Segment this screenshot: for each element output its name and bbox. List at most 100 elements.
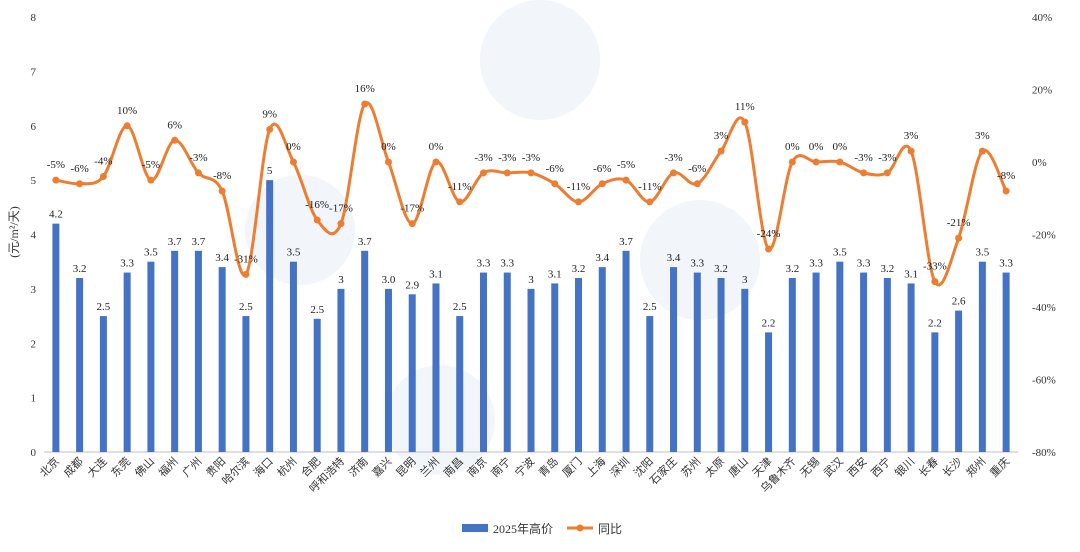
bar xyxy=(812,272,820,452)
line-point xyxy=(693,180,701,188)
bar-data-label: 3.2 xyxy=(785,263,799,275)
bar-data-label: 3.5 xyxy=(144,247,158,259)
bar xyxy=(883,278,891,452)
bar-data-label: 5 xyxy=(267,165,273,177)
bar xyxy=(99,316,107,452)
bar xyxy=(313,318,321,452)
line-data-label: 3% xyxy=(714,130,729,142)
category-label: 长沙 xyxy=(940,455,965,480)
line-data-label: 3% xyxy=(904,130,919,142)
right-tick-label: -20% xyxy=(1032,230,1056,242)
line-data-label: -6% xyxy=(688,163,706,175)
bar-data-label: 2.6 xyxy=(952,296,966,308)
category-label: 太原 xyxy=(702,455,727,480)
bar xyxy=(955,310,963,452)
bar-series xyxy=(52,180,1010,452)
category-label: 嘉兴 xyxy=(369,454,394,479)
category-label: 海口 xyxy=(250,454,275,479)
bar-data-label: 3.5 xyxy=(287,247,301,259)
category-label: 银川 xyxy=(892,454,917,479)
bar-data-label: 3.7 xyxy=(619,236,633,248)
line-data-label: -33% xyxy=(923,261,947,273)
category-label: 石家庄 xyxy=(646,454,679,487)
bar xyxy=(194,250,202,452)
line-point xyxy=(361,100,369,108)
bar xyxy=(1002,272,1010,452)
left-tick-label: 0 xyxy=(31,447,37,459)
line-point xyxy=(765,245,773,253)
bar xyxy=(123,272,131,452)
legend: 2025年高价 同比 xyxy=(462,521,622,536)
y-axis-title: (元/m²/天) xyxy=(7,206,21,258)
bar-data-label: 3.3 xyxy=(809,258,823,270)
right-tick-label: -80% xyxy=(1032,447,1056,459)
line-data-label: -6% xyxy=(70,163,88,175)
bar-data-label: 3.1 xyxy=(429,268,443,280)
bar-data-label: 3.1 xyxy=(904,268,918,280)
line-point xyxy=(76,180,84,188)
bar xyxy=(527,288,535,452)
bar-data-label: 2.2 xyxy=(928,317,942,329)
line-point xyxy=(646,198,654,206)
line-point xyxy=(978,147,986,155)
line-point xyxy=(123,122,131,130)
bar-data-label: 2.5 xyxy=(453,301,467,313)
bar-data-label: 3.3 xyxy=(690,258,704,270)
line-point xyxy=(717,147,725,155)
line-point xyxy=(955,234,963,242)
category-label: 深圳 xyxy=(607,455,632,480)
line-data-label: -8% xyxy=(997,170,1015,182)
bar-data-label: 4.2 xyxy=(49,209,63,221)
line-point xyxy=(836,158,844,166)
line-point xyxy=(931,278,939,286)
bar-data-label: 3.4 xyxy=(595,252,609,264)
bar-data-labels: 4.2 3.2 2.5 3.3 3.5 3.7 3.7 3.4 2.5 5 3.5 2.5 3 3.7 3.… xyxy=(49,165,1013,329)
bar xyxy=(788,278,796,452)
category-label: 重庆 xyxy=(987,454,1012,479)
legend-line-label: 同比 xyxy=(598,522,622,536)
line-data-label: 0% xyxy=(286,141,301,153)
category-label: 武汉 xyxy=(821,455,846,480)
bar-data-label: 2.2 xyxy=(762,317,776,329)
category-label: 北京 xyxy=(37,454,62,479)
category-label: 厦门 xyxy=(559,454,584,479)
bar-data-label: 3 xyxy=(528,274,534,286)
bar-data-label: 3.2 xyxy=(73,263,87,275)
right-tick-label: -40% xyxy=(1032,302,1056,314)
line-point xyxy=(812,158,820,166)
line-data-label: -5% xyxy=(47,159,65,171)
right-tick-label: 40% xyxy=(1032,12,1052,24)
line-point xyxy=(622,176,630,184)
bar xyxy=(836,261,844,452)
line-data-label: -3% xyxy=(522,152,540,164)
category-label: 宁波 xyxy=(512,454,537,479)
line-data-label: 0% xyxy=(785,141,800,153)
line-data-label: -6% xyxy=(546,163,564,175)
line-data-label: 0% xyxy=(832,141,847,153)
line-data-label: 0% xyxy=(809,141,824,153)
line-point xyxy=(1002,187,1010,195)
bar-data-label: 3.3 xyxy=(857,258,871,270)
category-label: 青岛 xyxy=(535,454,560,479)
bar-data-label: 3.7 xyxy=(168,236,182,248)
line-data-label: -3% xyxy=(854,152,872,164)
bar xyxy=(432,283,440,452)
bar-data-label: 2.5 xyxy=(239,301,253,313)
line-point xyxy=(788,158,796,166)
bar-data-label: 3.5 xyxy=(833,247,847,259)
left-tick-label: 2 xyxy=(31,338,37,350)
bar xyxy=(693,272,701,452)
bar xyxy=(408,294,416,452)
category-label: 郑州 xyxy=(963,454,988,479)
category-label: 西宁 xyxy=(868,454,893,479)
bar xyxy=(456,316,464,452)
line-data-label: 0% xyxy=(429,141,444,153)
category-label: 无锡 xyxy=(797,454,822,479)
bar xyxy=(860,272,868,452)
line-data-label: 3% xyxy=(975,130,990,142)
line-data-label: -5% xyxy=(142,159,160,171)
line-data-label: -3% xyxy=(474,152,492,164)
bar-data-label: 3.7 xyxy=(192,236,206,248)
category-label: 广州 xyxy=(180,455,205,480)
bar-data-label: 3 xyxy=(742,274,748,286)
